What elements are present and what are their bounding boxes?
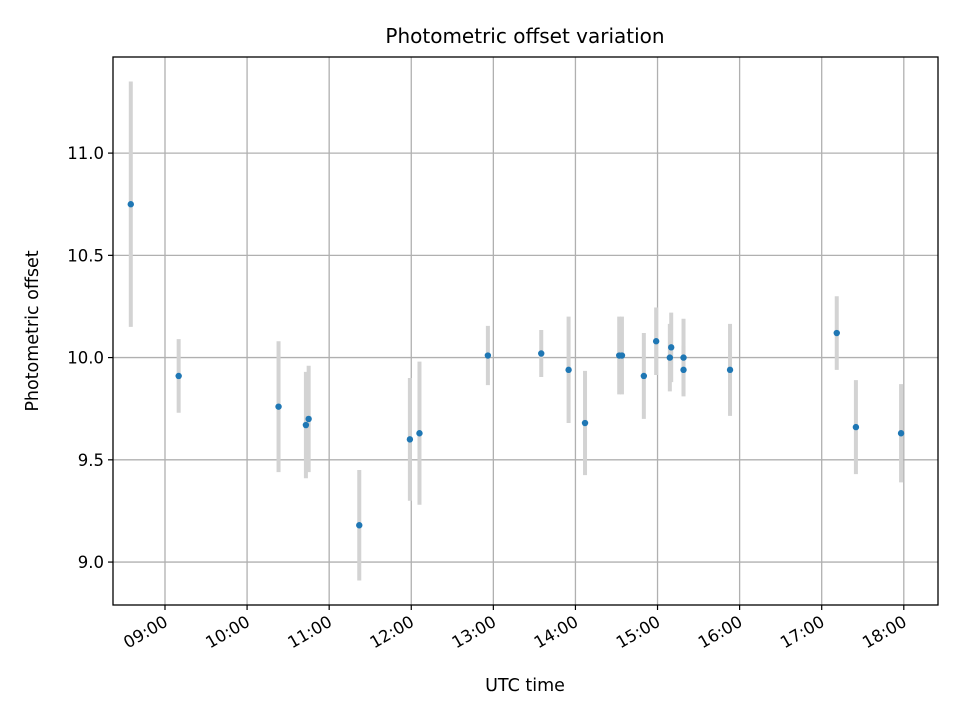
data-point — [852, 423, 860, 431]
data-point — [726, 366, 734, 374]
x-tick-label: 18:00 — [859, 612, 910, 652]
x-tick-label: 09:00 — [120, 612, 171, 652]
data-point — [565, 366, 572, 374]
data-point — [538, 350, 545, 357]
data-point — [640, 372, 648, 380]
y-tick-label: 9.0 — [78, 553, 104, 572]
y-tick-label: 11.0 — [67, 144, 104, 163]
data-points — [127, 201, 905, 529]
data-point — [175, 372, 182, 380]
x-tick-label: 11:00 — [284, 612, 335, 652]
y-tick-label: 9.5 — [78, 451, 104, 470]
x-tick-label: 15:00 — [613, 612, 664, 652]
x-tick-label: 12:00 — [367, 612, 418, 652]
data-point — [581, 419, 589, 427]
data-point — [680, 354, 687, 361]
data-point — [406, 436, 414, 443]
data-point — [666, 354, 674, 361]
data-point — [618, 352, 626, 359]
x-tick-label: 17:00 — [777, 612, 828, 652]
data-point — [127, 201, 134, 208]
x-tick-label: 14:00 — [531, 612, 582, 652]
data-point — [652, 338, 660, 345]
x-tick-label: 16:00 — [695, 612, 746, 652]
data-point — [833, 329, 840, 337]
data-point — [680, 366, 687, 374]
y-tick-label: 10.5 — [67, 246, 104, 265]
y-tick-label: 10.0 — [67, 349, 104, 368]
data-point — [356, 522, 363, 529]
plot-frame — [112, 56, 939, 606]
error-bars — [128, 81, 904, 581]
x-axis-label: UTC time — [485, 676, 565, 696]
data-point — [416, 430, 423, 437]
grid — [113, 57, 938, 605]
data-point — [305, 415, 312, 423]
data-point — [302, 421, 310, 429]
data-point — [275, 403, 282, 410]
data-point — [897, 430, 905, 437]
x-tick-label: 13:00 — [449, 612, 500, 652]
x-tick-label: 10:00 — [202, 612, 253, 652]
ticks: 09:00 10:00 11:00 12:00 13:00 14:00 15:00 16:00… — [67, 144, 910, 652]
data-point — [668, 344, 675, 351]
data-point — [484, 352, 492, 359]
y-axis-label: Photometric offset — [23, 250, 43, 411]
chart-title: Photometric offset variation — [385, 24, 664, 48]
